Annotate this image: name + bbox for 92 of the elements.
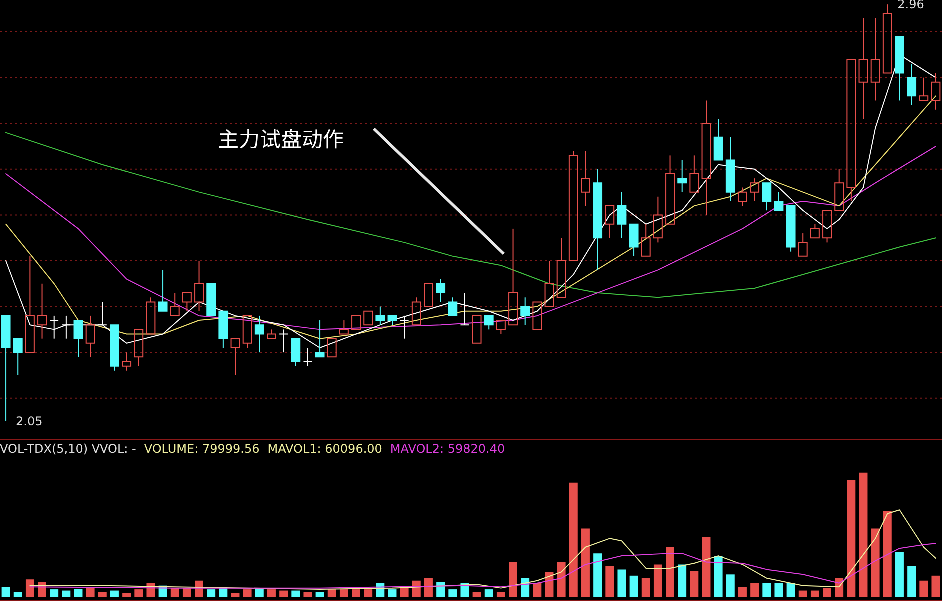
bar [618,570,626,597]
candlestick [303,348,313,367]
text: MAVOL1: 60096.00 [268,442,382,456]
bar [582,528,590,597]
bar [654,564,662,597]
candlestick [726,136,736,202]
candlestick [38,283,47,340]
bar [533,583,542,597]
bar [340,590,348,597]
bar [292,590,300,597]
bar [594,554,602,597]
annotation: 主力试盘动作 [218,127,344,154]
candlestick [520,297,530,326]
bar [182,588,192,597]
bar [26,580,34,597]
bar [666,547,674,597]
candlestick [254,315,264,354]
bar [690,570,699,597]
candlestick [581,150,590,207]
bar [62,590,71,597]
bar [871,528,880,597]
bar [714,556,723,597]
candlestick [858,18,868,120]
bar [606,566,614,597]
bar [883,511,892,597]
candlestick [907,64,917,106]
bar [702,537,711,597]
bar [436,582,446,597]
annotation: 2.05 [16,414,43,428]
bar [424,578,433,597]
candlestick [194,260,204,312]
bar [2,587,10,597]
bar [798,590,808,597]
bar [448,590,458,597]
bar [509,562,518,597]
text: VOLUME: 79999.56 [144,442,260,456]
bar [678,564,687,597]
bar [86,588,95,597]
bar [304,592,312,597]
bar [569,482,578,597]
candlestick [279,329,289,354]
bar [932,576,940,597]
chart-title: VOL-TDX(5,10) VVOL: - [0,442,136,456]
bar [738,587,747,597]
bar [219,588,228,597]
bar [316,592,324,597]
bar [908,566,916,597]
candlestick [870,18,880,102]
bar [920,580,928,597]
bar [774,583,784,597]
bar [630,576,638,597]
bar [268,590,276,597]
bar [388,590,397,597]
bar [642,578,650,597]
candlestick [62,315,72,340]
bar [122,593,132,597]
bar [280,590,288,597]
bar [484,590,494,597]
text: MAVOL2: 59820.40 [390,442,506,456]
candlestick [617,192,627,239]
bar [472,592,482,597]
bar [134,590,144,597]
bar [255,588,264,597]
bar [823,588,832,597]
bar [847,480,856,597]
bar [726,574,735,597]
bar [14,592,22,597]
candlestick [593,168,603,271]
bar [786,583,796,597]
bar [98,592,107,597]
bar [352,590,360,597]
bar [557,562,566,597]
candlestick [931,72,941,110]
bar [859,472,868,597]
bar [762,583,772,597]
bar [207,590,216,597]
bar [74,590,83,597]
annotation: 2.96 [898,0,924,12]
candlestick [678,160,688,193]
bar [110,590,119,597]
bar [243,590,252,597]
bar [50,590,59,597]
bar [328,590,336,597]
candlestick [702,100,712,216]
bar [364,590,373,597]
bar [170,588,180,597]
candlestick [86,315,96,358]
bar [496,592,506,597]
bar [750,583,760,597]
bar [896,552,904,597]
bar [400,588,409,597]
bar [810,590,820,597]
